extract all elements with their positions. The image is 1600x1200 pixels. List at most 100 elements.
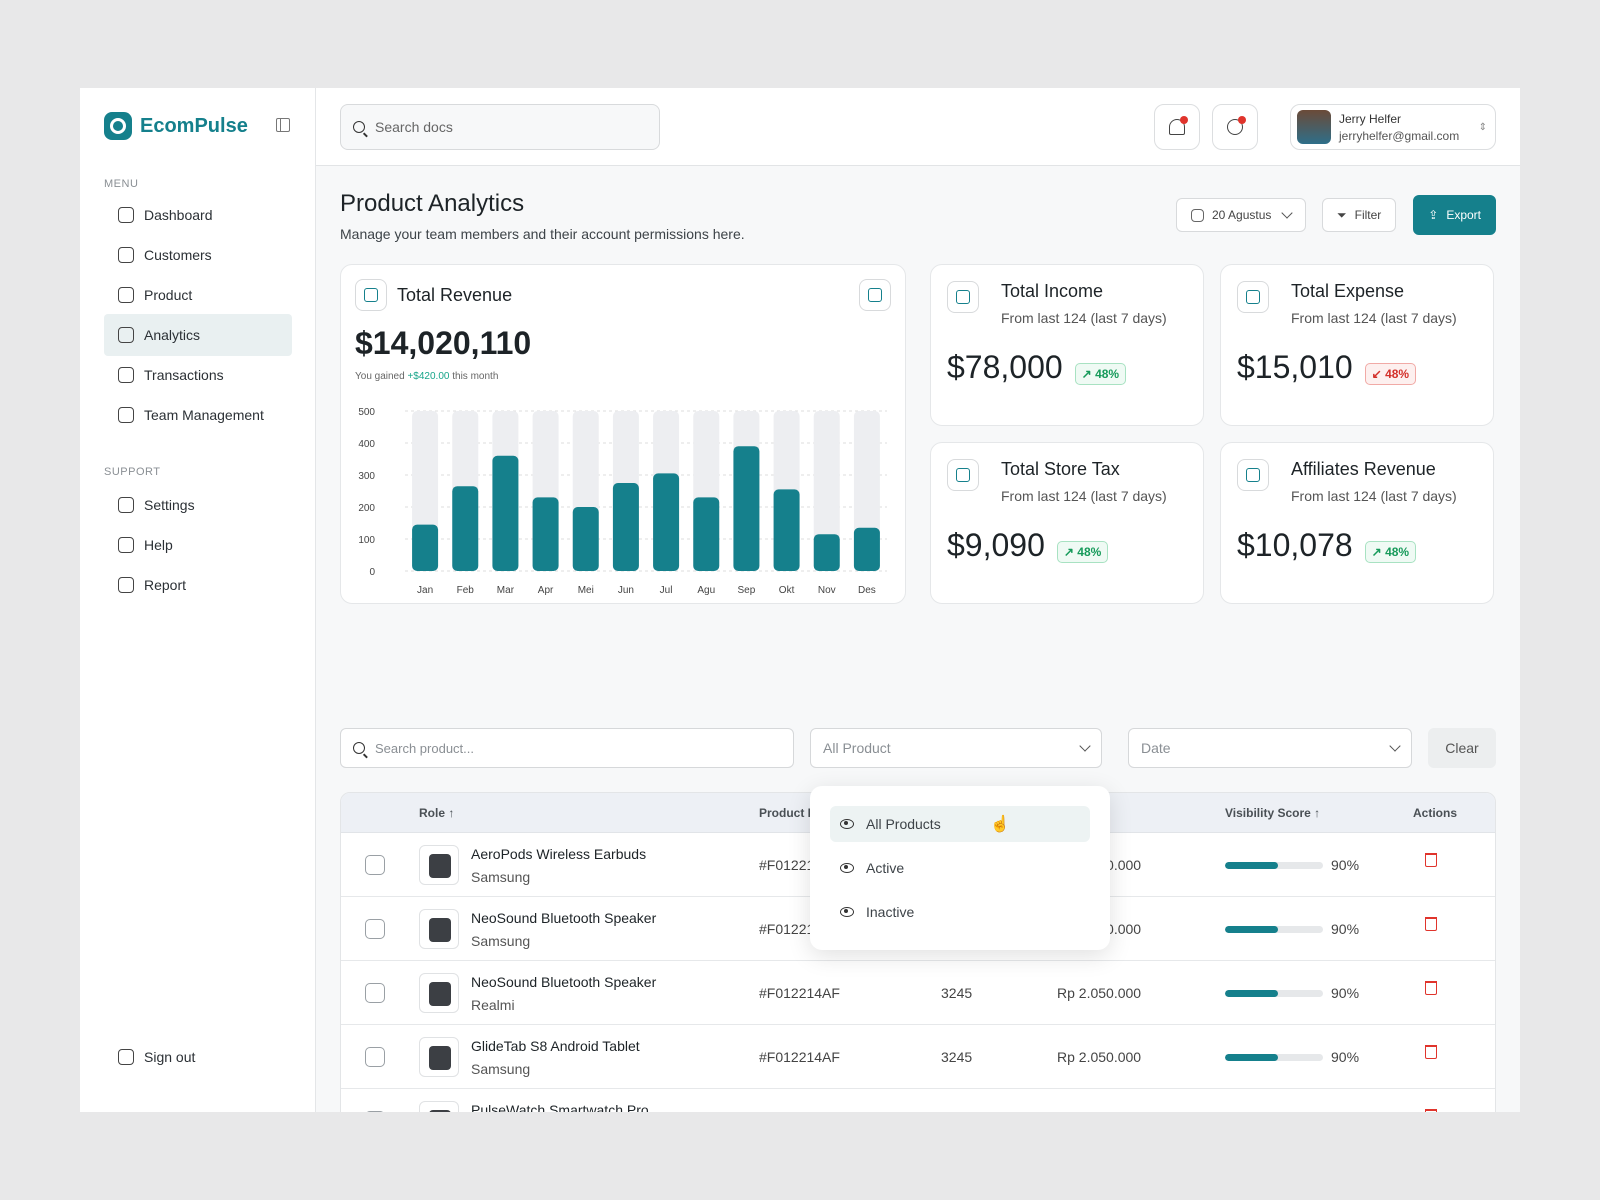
header-role[interactable]: Role ↑ bbox=[419, 806, 455, 820]
sidebar-item-transactions[interactable]: Transactions bbox=[104, 354, 292, 396]
notifications-button[interactable] bbox=[1154, 104, 1200, 150]
delete-icon[interactable] bbox=[1425, 1109, 1437, 1112]
delete-icon[interactable] bbox=[1425, 853, 1437, 867]
product-select[interactable]: All Product bbox=[810, 728, 1102, 768]
export-label: Export bbox=[1446, 208, 1481, 222]
eye-icon bbox=[840, 819, 854, 829]
sidebar-item-analytics[interactable]: Analytics bbox=[104, 314, 292, 356]
report-icon bbox=[1237, 459, 1269, 491]
messages-button[interactable] bbox=[1212, 104, 1258, 150]
stat-card-total-expense: Total Expense From last 124 (last 7 days)… bbox=[1220, 264, 1494, 426]
change-value: 48% bbox=[1385, 366, 1410, 381]
visibility-bar bbox=[1225, 926, 1323, 933]
product-thumbnail bbox=[419, 845, 459, 885]
chevron-updown-icon: ⇕ bbox=[1478, 121, 1487, 133]
x-tick-label: Jan bbox=[417, 585, 433, 596]
product-name[interactable]: NeoSound Bluetooth Speaker bbox=[471, 974, 657, 990]
change-badge: ↗ 48% bbox=[1056, 540, 1109, 563]
option-inactive[interactable]: Inactive bbox=[830, 894, 1090, 930]
option-all-products[interactable]: All Products ☝ bbox=[830, 806, 1090, 842]
row-checkbox[interactable] bbox=[365, 919, 385, 939]
date-select[interactable]: Date bbox=[1128, 728, 1412, 768]
sidebar-toggle-icon[interactable] bbox=[276, 118, 290, 132]
box-icon bbox=[118, 287, 134, 303]
sidebar-item-settings[interactable]: Settings bbox=[104, 484, 292, 526]
product-thumbnail bbox=[419, 973, 459, 1013]
change-value: 48% bbox=[1095, 366, 1120, 381]
report-icon bbox=[1237, 281, 1269, 313]
product-name[interactable]: AeroPods Wireless Earbuds bbox=[471, 846, 647, 862]
x-tick-label: Okt bbox=[779, 585, 795, 596]
visibility-percent: 90% bbox=[1331, 1049, 1360, 1065]
filter-bar: Search product... All Product Date Clear bbox=[340, 728, 1496, 768]
user-menu[interactable]: Jerry Helfer jerryhelfer@gmail.com ⇕ bbox=[1290, 104, 1496, 150]
sidebar-item-team-management[interactable]: Team Management bbox=[104, 394, 292, 436]
logo[interactable]: EcomPulse bbox=[104, 112, 248, 140]
x-tick-label: Mei bbox=[578, 585, 594, 596]
app-window: EcomPulse MENU Dashboard Customers Product… bbox=[80, 88, 1520, 1112]
gain-suffix: this month bbox=[452, 371, 499, 382]
bar-mar bbox=[492, 455, 519, 571]
search-product-input[interactable]: Search product... bbox=[340, 728, 794, 768]
product-name[interactable]: NeoSound Bluetooth Speaker bbox=[471, 910, 657, 926]
sidebar-item-report[interactable]: Report bbox=[104, 564, 292, 606]
export-button[interactable]: ⇪ Export bbox=[1413, 195, 1496, 235]
row-checkbox[interactable] bbox=[365, 983, 385, 1003]
page-subtitle: Manage your team members and their accou… bbox=[340, 226, 745, 242]
delete-icon[interactable] bbox=[1425, 1045, 1437, 1059]
header-product-id[interactable]: Product I bbox=[759, 806, 812, 820]
table-row: NeoSound Bluetooth Speaker Realmi #F01221… bbox=[341, 961, 1495, 1025]
message-dot bbox=[1238, 116, 1246, 124]
headset-icon bbox=[118, 537, 134, 553]
change-value: 48% bbox=[1385, 544, 1410, 559]
sidebar-item-customers[interactable]: Customers bbox=[104, 234, 292, 276]
notification-dot bbox=[1180, 116, 1188, 124]
menu-section-label: MENU bbox=[104, 178, 139, 190]
stat-value: $78,000 bbox=[947, 349, 1063, 385]
product-name[interactable]: PulseWatch Smartwatch Pro bbox=[471, 1102, 649, 1112]
bar-des bbox=[853, 527, 880, 571]
product-name[interactable]: GlideTab S8 Android Tablet bbox=[471, 1038, 640, 1054]
sidebar-item-dashboard[interactable]: Dashboard bbox=[104, 194, 292, 236]
filter-button[interactable]: ⏷ Filter bbox=[1322, 198, 1397, 232]
sidebar-item-product[interactable]: Product bbox=[104, 274, 292, 316]
bar-nov bbox=[813, 534, 840, 571]
bar-jun bbox=[612, 483, 639, 571]
visibility-label: Visibility Score bbox=[1225, 806, 1311, 820]
visibility-percent: 90% bbox=[1331, 985, 1360, 1001]
sidebar-item-label: Team Management bbox=[144, 407, 264, 423]
clear-button[interactable]: Clear bbox=[1428, 728, 1496, 768]
header-visibility[interactable]: Visibility Score ↑ bbox=[1225, 806, 1321, 820]
change-badge: ↗ 48% bbox=[1364, 540, 1417, 563]
hand-cursor-icon: ☝ bbox=[990, 816, 1010, 833]
x-tick-label: Nov bbox=[818, 585, 836, 596]
page-title: Product Analytics bbox=[340, 190, 525, 217]
product-brand: Samsung bbox=[471, 869, 531, 885]
product-id: #F012214AF bbox=[759, 1049, 840, 1065]
visibility-percent: 90% bbox=[1331, 857, 1360, 873]
users-icon bbox=[118, 247, 134, 263]
row-checkbox[interactable] bbox=[365, 1111, 385, 1112]
sidebar-item-help[interactable]: Help bbox=[104, 524, 292, 566]
product-thumbnail bbox=[419, 1037, 459, 1077]
product-brand: Realmi bbox=[471, 997, 515, 1013]
delete-icon[interactable] bbox=[1425, 917, 1437, 931]
delete-icon[interactable] bbox=[1425, 981, 1437, 995]
visibility-percent: 90% bbox=[1331, 921, 1360, 937]
stat-card-affiliates-revenue: Affiliates Revenue From last 124 (last 7 … bbox=[1220, 442, 1494, 604]
bar-mei bbox=[572, 507, 599, 571]
row-checkbox[interactable] bbox=[365, 1047, 385, 1067]
product-thumbnail bbox=[419, 909, 459, 949]
date-picker[interactable]: 20 Agustus bbox=[1176, 198, 1307, 232]
date-label: 20 Agustus bbox=[1212, 208, 1272, 222]
option-active[interactable]: Active bbox=[830, 850, 1090, 886]
sign-out-button[interactable]: Sign out bbox=[104, 1036, 292, 1078]
row-checkbox[interactable] bbox=[365, 855, 385, 875]
search-docs-input[interactable]: Search docs bbox=[340, 104, 660, 150]
sign-out-icon bbox=[118, 1049, 134, 1065]
chevron-down-icon bbox=[1281, 207, 1294, 219]
stat-title: Total Income bbox=[1001, 281, 1104, 301]
brand-name: EcomPulse bbox=[140, 114, 248, 137]
y-tick-label: 100 bbox=[358, 535, 375, 546]
report-view-button[interactable] bbox=[859, 279, 891, 311]
